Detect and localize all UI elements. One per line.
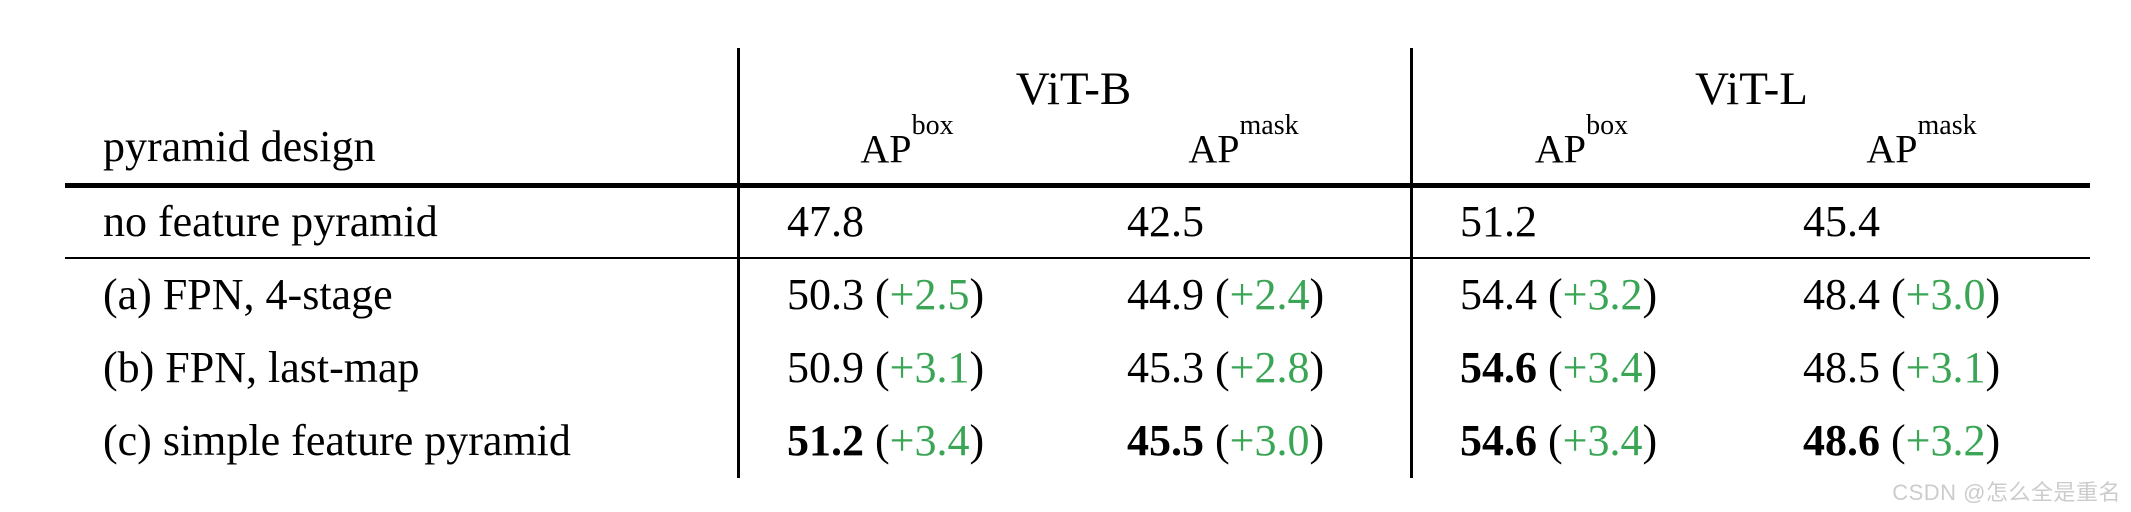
delta-parens: +3.4: [875, 419, 984, 463]
delta-parens: +2.4: [1215, 269, 1324, 319]
delta-parens: +3.2: [1548, 269, 1657, 319]
baseline-cell: 47.8: [737, 185, 1077, 258]
metric-cell: 44.9 +2.4: [1077, 258, 1410, 331]
delta-value: +3.1: [889, 342, 970, 392]
row-label-simple-feature-pyramid: (c) simple feature pyramid: [103, 416, 571, 465]
ap-value: 51.2: [787, 416, 864, 465]
ap-value: 54.4: [1460, 269, 1537, 319]
delta-value: +3.2: [1562, 269, 1643, 319]
group-header-vit-l: ViT-L: [1695, 63, 1808, 115]
column-header-ap-box-vitl: APbox: [1410, 111, 1753, 185]
delta-parens: +3.4: [1548, 419, 1657, 463]
metric-base: AP: [1534, 126, 1587, 171]
row-label-fpn-4-stage: (a) FPN, 4-stage: [103, 269, 393, 319]
ap-value: 45.4: [1803, 196, 1880, 246]
column-divider-right: [1410, 48, 1413, 478]
column-divider-left: [737, 48, 740, 478]
metric-cell: 54.4 +3.2: [1410, 258, 1753, 331]
delta-value: +2.8: [1229, 342, 1310, 392]
csdn-watermark: CSDN @怎么全是重名: [1892, 479, 2121, 505]
header-rule-thick: [65, 183, 2090, 188]
metric-cell: 48.6 +3.2: [1753, 404, 2090, 478]
baseline-cell: 51.2: [1410, 185, 1753, 258]
baseline-cell: 45.4: [1753, 185, 2090, 258]
metric-cell: 54.6 +3.4: [1410, 404, 1753, 478]
ap-value: 50.3: [787, 269, 864, 319]
baseline-rule-thin: [65, 257, 2090, 259]
ap-value: 48.6: [1803, 416, 1880, 465]
delta-parens: +3.0: [1215, 419, 1324, 463]
metric-cell: 45.3 +2.8: [1077, 331, 1410, 404]
metric-superscript: box: [911, 109, 954, 141]
delta-parens: +3.2: [1891, 419, 2000, 463]
delta-value: +2.5: [889, 269, 970, 319]
metric-cell: 45.5 +3.0: [1077, 404, 1410, 478]
metric-superscript: mask: [1917, 109, 1977, 141]
ap-value: 45.3: [1127, 342, 1204, 392]
ap-value: 44.9: [1127, 269, 1204, 319]
delta-parens: +2.8: [1215, 342, 1324, 392]
delta-value: +3.1: [1905, 342, 1986, 392]
ap-value: 54.6: [1460, 416, 1537, 465]
column-header-ap-mask-vitb: APmask: [1077, 111, 1410, 185]
metric-cell: 54.6 +3.4: [1410, 331, 1753, 404]
metric-cell: 48.5 +3.1: [1753, 331, 2090, 404]
metric-base: AP: [1866, 126, 1918, 171]
group-header-vit-b: ViT-B: [1015, 63, 1132, 115]
ap-value: 48.4: [1803, 269, 1880, 319]
column-header-pyramid-design: pyramid design: [103, 122, 376, 171]
baseline-cell: 42.5: [1077, 185, 1410, 258]
metric-cell: 51.2 +3.4: [737, 404, 1077, 478]
delta-parens: +3.0: [1891, 269, 2000, 319]
metric-cell: 48.4 +3.0: [1753, 258, 2090, 331]
metric-base: AP: [860, 126, 912, 171]
ap-value: 42.5: [1127, 196, 1204, 246]
delta-value: +3.0: [1229, 416, 1310, 465]
column-header-ap-mask-vitl: APmask: [1753, 111, 2090, 185]
ap-value: 47.8: [787, 196, 864, 246]
delta-parens: +2.5: [875, 269, 984, 319]
metric-superscript: box: [1586, 109, 1629, 141]
metric-cell: 50.9 +3.1: [737, 331, 1077, 404]
delta-value: +3.4: [1562, 416, 1643, 465]
delta-value: +3.4: [889, 416, 970, 465]
row-label-fpn-last-map: (b) FPN, last-map: [103, 342, 420, 392]
delta-value: +2.4: [1229, 269, 1310, 319]
metric-base: AP: [1188, 126, 1240, 171]
ap-value: 50.9: [787, 342, 864, 392]
delta-value: +3.4: [1562, 342, 1643, 392]
delta-parens: +3.1: [1891, 342, 2000, 392]
ap-value: 51.2: [1460, 196, 1537, 246]
ablation-table: ViT-B ViT-L pyramid design APbox APmask …: [65, 48, 2090, 478]
delta-value: +3.0: [1905, 269, 1986, 319]
metric-cell: 50.3 +2.5: [737, 258, 1077, 331]
row-label-no-feature-pyramid: no feature pyramid: [103, 196, 438, 246]
table-grid: pyramid design APbox APmask APbox APmask…: [65, 48, 2090, 478]
delta-value: +3.2: [1905, 416, 1986, 465]
metric-superscript: mask: [1239, 109, 1299, 141]
ap-value: 54.6: [1460, 342, 1537, 392]
column-header-ap-box-vitb: APbox: [737, 111, 1077, 185]
delta-parens: +3.1: [875, 342, 984, 392]
ap-value: 45.5: [1127, 416, 1204, 465]
delta-parens: +3.4: [1548, 342, 1657, 392]
ap-value: 48.5: [1803, 342, 1880, 392]
